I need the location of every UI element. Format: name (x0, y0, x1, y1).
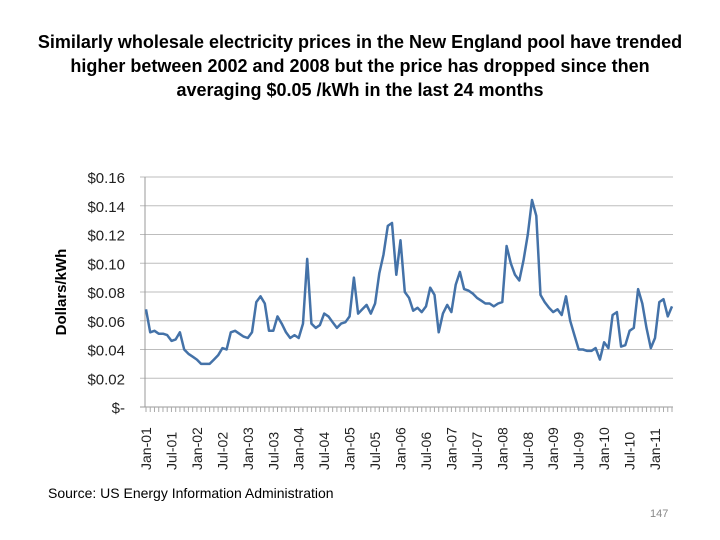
x-tick-label: Jul-02 (214, 432, 230, 470)
page-number: 147 (650, 508, 669, 520)
x-tick-label: Jul-10 (622, 432, 638, 470)
x-tick-label: Jan-07 (443, 427, 459, 470)
y-axis: $- $0.02 $0.04 $0.06 $0.08 $0.10 $0.12 $0.14 $0.… (87, 170, 125, 417)
x-tick-label: Jul-01 (163, 432, 179, 470)
y-tick-label: $0.14 (87, 199, 125, 216)
y-tick-label: $0.12 (87, 228, 125, 245)
x-tick-label: Jan-10 (596, 427, 612, 470)
x-axis: Jan-01 Jul-01 Jan-02 Jul-02 Jan-03 Jul-03 Jan-… (138, 407, 673, 470)
x-tick-label: Jul-09 (571, 432, 587, 470)
x-tick-label: Jul-05 (367, 432, 383, 470)
y-tick-label: $0.08 (87, 285, 125, 302)
x-tick-label: Jan-03 (240, 427, 256, 470)
line-chart: $- $0.02 $0.04 $0.06 $0.08 $0.10 $0.12 $0.14 $0.… (53, 170, 674, 470)
slide-title: Similarly wholesale electricity prices i… (37, 32, 683, 100)
x-tick-label: Jul-06 (418, 432, 434, 470)
source-note: Source: US Energy Information Administra… (48, 485, 334, 501)
y-tick-label: $0.06 (87, 314, 125, 331)
x-tick-label: Jan-05 (342, 427, 358, 470)
y-tick-label: $0.02 (87, 371, 125, 388)
y-tick-label: $0.04 (87, 343, 125, 360)
y-tick-label: $- (112, 400, 125, 417)
x-tick-label: Jan-08 (494, 427, 510, 470)
x-tick-label: Jan-02 (189, 427, 205, 470)
x-tick-label: Jan-04 (291, 427, 307, 470)
x-tick-label: Jan-09 (545, 427, 561, 470)
x-tick-label: Jan-11 (647, 428, 663, 470)
y-tick-label: $0.10 (87, 256, 125, 273)
x-tick-label: Jan-06 (393, 427, 409, 470)
y-tick-label: $0.16 (87, 170, 125, 187)
x-tick-label: Jul-07 (469, 432, 485, 470)
price-line (144, 198, 674, 366)
x-tick-label: Jul-03 (265, 432, 281, 470)
x-tick-label: Jan-01 (138, 427, 154, 470)
x-tick-label: Jul-04 (316, 432, 332, 470)
series-line (144, 198, 674, 366)
gridlines (140, 176, 673, 408)
x-tick-label: Jul-08 (520, 432, 536, 470)
y-axis-label: Dollars/kWh (53, 249, 70, 336)
